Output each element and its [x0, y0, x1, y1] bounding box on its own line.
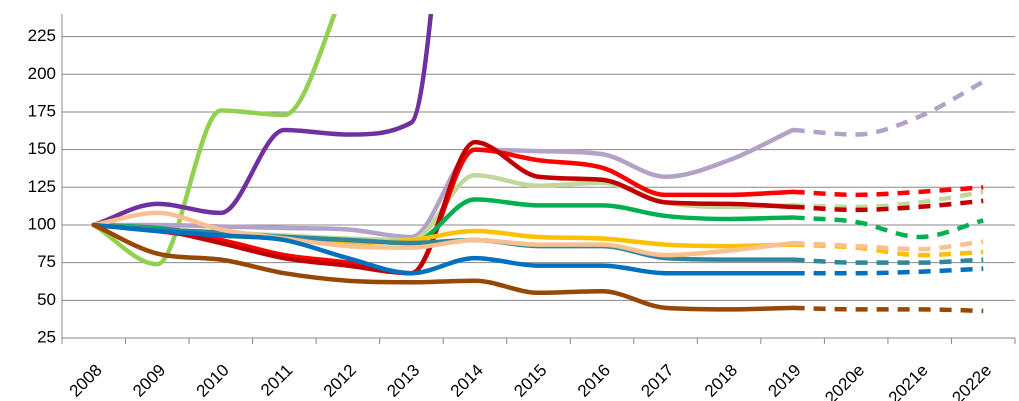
x-tick-label: 2019 [764, 361, 804, 401]
y-tick-label: 125 [28, 177, 56, 196]
x-tick-label: 2020e [821, 361, 868, 401]
forecast-line [792, 242, 984, 258]
x-tick-label: 2017 [637, 361, 677, 401]
x-tick-label: 2016 [574, 361, 614, 401]
x-tick-label: 2009 [129, 361, 169, 401]
x-tick-label: 2018 [701, 361, 741, 401]
plot-area [91, 14, 985, 314]
y-tick-label: 200 [28, 64, 56, 83]
forecast-line [792, 305, 984, 314]
forecast-line [792, 239, 984, 252]
y-tick-label: 225 [28, 26, 56, 45]
forecast-line [792, 185, 984, 198]
forecast-line [792, 198, 984, 213]
series-line [91, 210, 795, 258]
forecast-line [792, 257, 984, 265]
x-tick-label: 2014 [447, 361, 487, 401]
series-line [91, 14, 337, 267]
y-tick-label: 150 [28, 139, 56, 158]
y-tick-label: 175 [28, 101, 56, 120]
series-line [91, 222, 795, 276]
series-line [91, 127, 795, 240]
x-tick-label: 2021e [885, 361, 932, 401]
forecast-line [792, 215, 984, 240]
x-tick-label: 2012 [320, 361, 360, 401]
x-tick-label: 2008 [66, 361, 106, 401]
y-tick-label: 50 [37, 290, 56, 309]
x-tick-label: 2013 [383, 361, 423, 401]
y-tick-label: 100 [28, 214, 56, 233]
forecast-line [792, 79, 985, 137]
x-tick-label: 2010 [193, 361, 233, 401]
forecast-line [792, 266, 984, 276]
y-tick-label: 25 [37, 327, 56, 346]
x-tick-label: 2015 [510, 361, 550, 401]
x-tick-label: 2011 [257, 361, 296, 400]
y-tick-label: 75 [37, 252, 56, 271]
series-line [91, 139, 795, 276]
x-tick-label: 2022e [948, 361, 995, 401]
series-line [91, 14, 434, 228]
series-line [91, 222, 795, 312]
